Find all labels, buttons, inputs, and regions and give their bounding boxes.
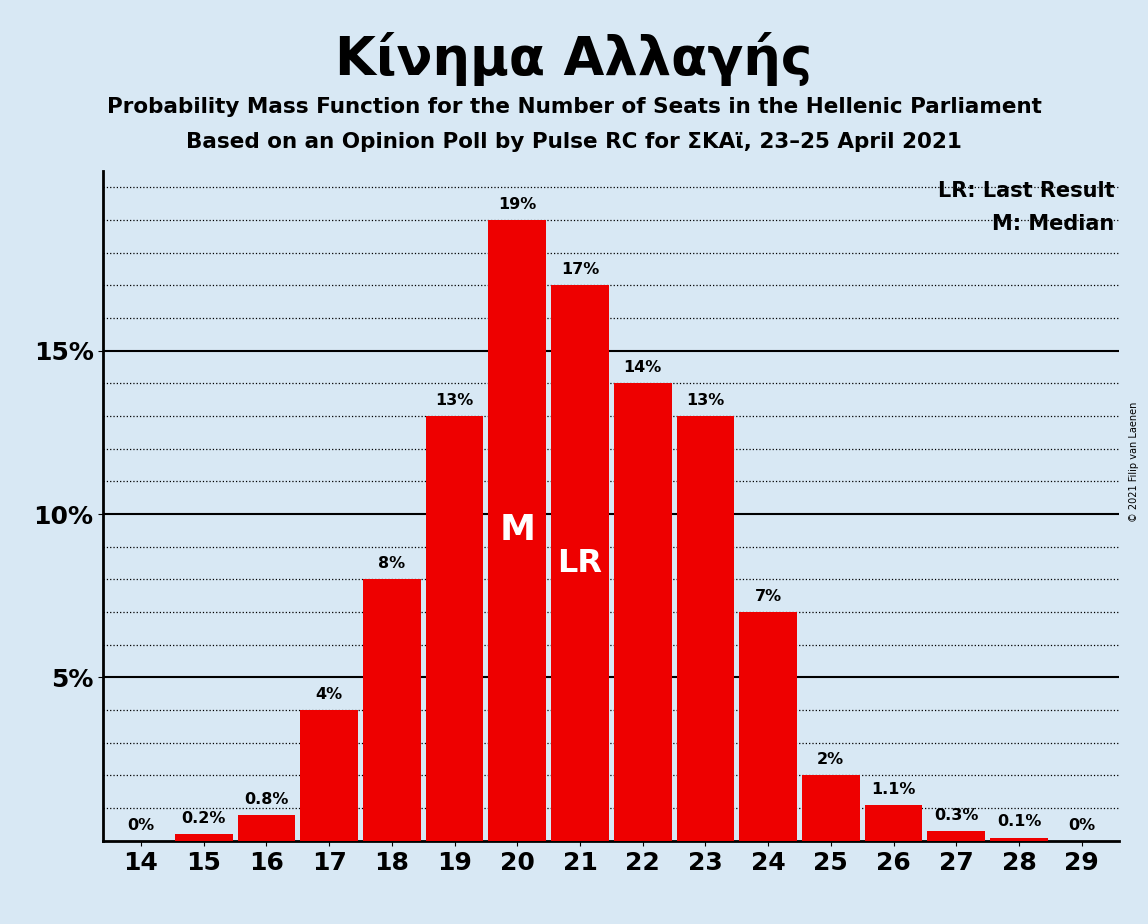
Bar: [551, 286, 608, 841]
Bar: [174, 834, 233, 841]
Bar: [614, 383, 672, 841]
Text: LR: LR: [558, 548, 603, 578]
Bar: [676, 416, 735, 841]
Text: 0.2%: 0.2%: [181, 811, 226, 826]
Text: 0%: 0%: [127, 818, 155, 833]
Text: M: Median: M: Median: [992, 214, 1115, 235]
Text: 2%: 2%: [817, 752, 845, 767]
Text: Κίνημα Αλλαγής: Κίνημα Αλλαγής: [335, 32, 813, 86]
Text: 8%: 8%: [378, 556, 405, 571]
Text: © 2021 Filip van Laenen: © 2021 Filip van Laenen: [1128, 402, 1139, 522]
Text: 7%: 7%: [754, 589, 782, 604]
Bar: [363, 579, 420, 841]
Text: 0.3%: 0.3%: [934, 808, 978, 823]
Bar: [802, 775, 860, 841]
Text: 4%: 4%: [316, 687, 342, 702]
Bar: [488, 220, 546, 841]
Bar: [990, 837, 1048, 841]
Text: 19%: 19%: [498, 197, 536, 212]
Text: 14%: 14%: [623, 360, 661, 375]
Bar: [238, 815, 295, 841]
Text: LR: Last Result: LR: Last Result: [938, 181, 1115, 201]
Text: 13%: 13%: [687, 393, 724, 407]
Text: M: M: [499, 514, 535, 547]
Text: 1.1%: 1.1%: [871, 782, 916, 796]
Bar: [864, 805, 922, 841]
Text: Based on an Opinion Poll by Pulse RC for ΣΚΑϊ, 23–25 April 2021: Based on an Opinion Poll by Pulse RC for…: [186, 132, 962, 152]
Text: 0%: 0%: [1068, 818, 1095, 833]
Text: 17%: 17%: [561, 262, 599, 277]
Bar: [426, 416, 483, 841]
Bar: [301, 711, 358, 841]
Text: Probability Mass Function for the Number of Seats in the Hellenic Parliament: Probability Mass Function for the Number…: [107, 97, 1041, 117]
Text: 13%: 13%: [435, 393, 474, 407]
Text: 0.8%: 0.8%: [245, 792, 288, 807]
Text: 0.1%: 0.1%: [996, 814, 1041, 830]
Bar: [928, 831, 985, 841]
Bar: [739, 612, 797, 841]
